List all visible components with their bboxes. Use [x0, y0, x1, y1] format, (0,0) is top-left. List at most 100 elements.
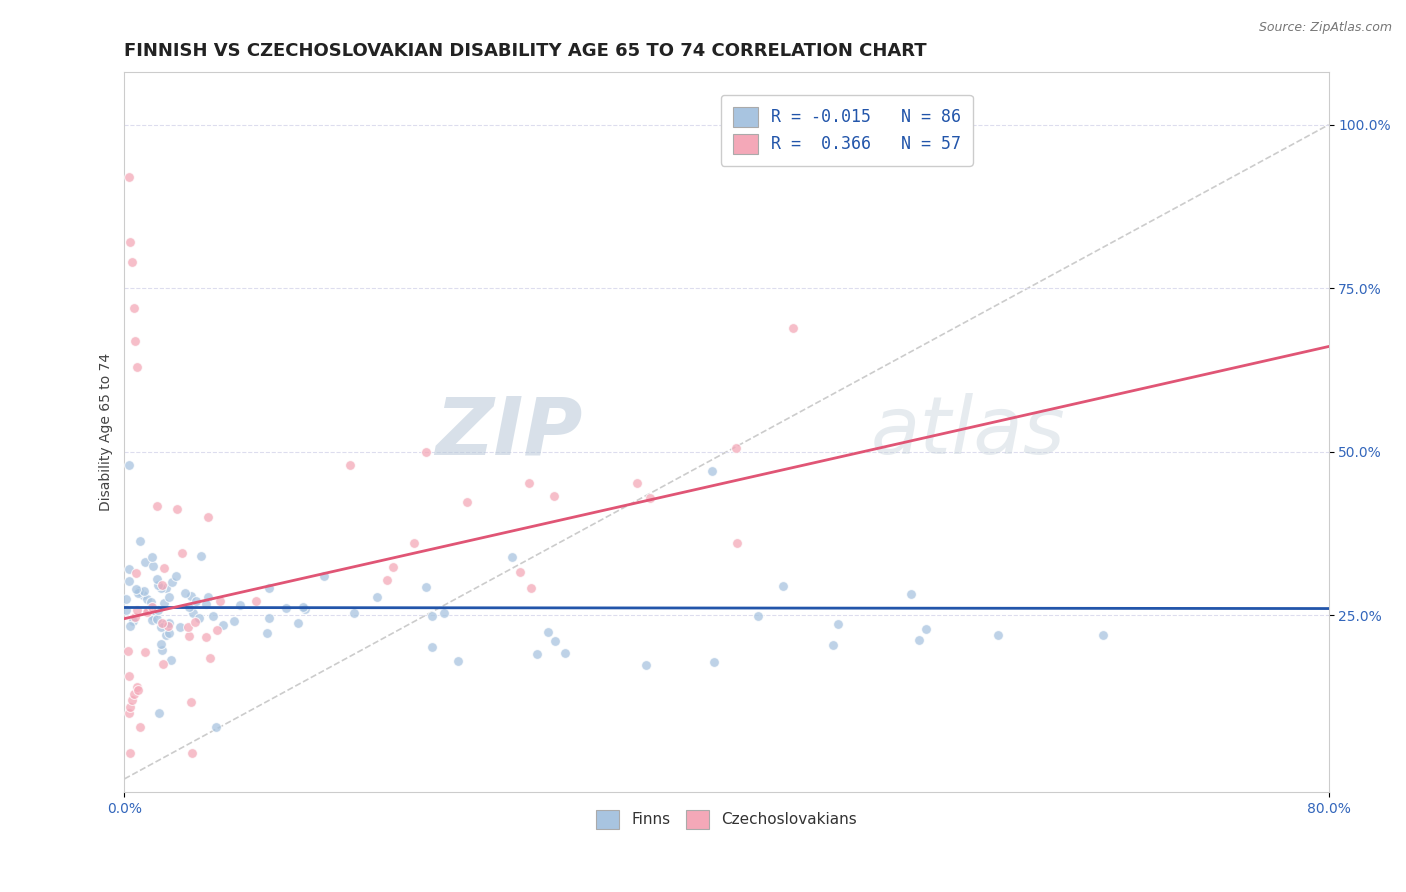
Point: [125, 566, 148, 580]
Point: [375, 573, 398, 587]
Point: [125, 582, 148, 596]
Point: [634, 658, 657, 673]
Point: [638, 491, 661, 505]
Point: [145, 572, 167, 586]
Point: [700, 465, 723, 479]
Point: [415, 445, 437, 459]
Point: [274, 601, 297, 615]
Point: [150, 619, 173, 633]
Point: [146, 499, 169, 513]
Point: [146, 577, 169, 591]
Point: [157, 626, 180, 640]
Point: [456, 495, 478, 509]
Point: [257, 610, 280, 624]
Point: [725, 441, 748, 455]
Point: [136, 603, 159, 617]
Point: [772, 579, 794, 593]
Point: [194, 597, 217, 611]
Point: [129, 533, 152, 548]
Point: [165, 569, 187, 583]
Point: [208, 593, 231, 607]
Point: [125, 359, 148, 374]
Point: [148, 706, 170, 721]
Point: [986, 628, 1008, 642]
Text: Source: ZipAtlas.com: Source: ZipAtlas.com: [1258, 21, 1392, 34]
Point: [156, 619, 179, 633]
Point: [294, 602, 316, 616]
Point: [402, 536, 425, 550]
Point: [433, 607, 456, 621]
Point: [141, 549, 163, 564]
Point: [543, 489, 565, 503]
Point: [197, 590, 219, 604]
Point: [125, 681, 148, 695]
Point: [827, 616, 849, 631]
Point: [121, 255, 143, 269]
Point: [118, 458, 141, 472]
Point: [201, 609, 224, 624]
Point: [132, 588, 155, 602]
Point: [141, 600, 163, 615]
Point: [181, 607, 204, 621]
Point: [821, 638, 844, 652]
Point: [187, 611, 209, 625]
Point: [197, 509, 219, 524]
Point: [124, 334, 146, 348]
Point: [181, 746, 204, 760]
Point: [155, 581, 177, 595]
Point: [157, 615, 180, 630]
Point: [908, 632, 931, 647]
Point: [160, 653, 183, 667]
Point: [420, 640, 443, 654]
Point: [118, 170, 141, 185]
Point: [120, 618, 142, 632]
Point: [152, 561, 174, 575]
Point: [186, 594, 208, 608]
Point: [314, 568, 336, 582]
Y-axis label: Disability Age 65 to 74: Disability Age 65 to 74: [100, 353, 114, 511]
Point: [747, 609, 769, 624]
Point: [145, 612, 167, 626]
Point: [172, 546, 194, 560]
Point: [127, 586, 149, 600]
Point: [122, 687, 145, 701]
Point: [228, 598, 250, 612]
Point: [190, 549, 212, 563]
Point: [162, 574, 184, 589]
Point: [257, 581, 280, 595]
Point: [150, 615, 173, 630]
Point: [118, 574, 141, 589]
Point: [136, 591, 159, 606]
Point: [180, 694, 202, 708]
Point: [128, 584, 150, 599]
Point: [150, 578, 173, 592]
Point: [120, 746, 142, 760]
Point: [703, 655, 725, 669]
Legend: Finns, Czechoslovakians: Finns, Czechoslovakians: [591, 804, 863, 835]
Point: [146, 603, 169, 617]
Point: [177, 620, 200, 634]
Point: [155, 628, 177, 642]
Point: [725, 536, 748, 550]
Point: [124, 610, 146, 624]
Point: [900, 586, 922, 600]
Point: [205, 624, 228, 638]
Point: [149, 581, 172, 595]
Point: [204, 720, 226, 734]
Point: [115, 592, 138, 607]
Point: [501, 550, 523, 565]
Point: [177, 630, 200, 644]
Point: [366, 590, 388, 604]
Point: [122, 615, 145, 629]
Point: [166, 502, 188, 516]
Point: [120, 700, 142, 714]
Point: [117, 669, 139, 683]
Point: [415, 580, 437, 594]
Point: [132, 583, 155, 598]
Point: [169, 620, 191, 634]
Point: [157, 590, 180, 604]
Point: [117, 562, 139, 576]
Text: atlas: atlas: [872, 393, 1066, 471]
Point: [121, 693, 143, 707]
Point: [152, 596, 174, 610]
